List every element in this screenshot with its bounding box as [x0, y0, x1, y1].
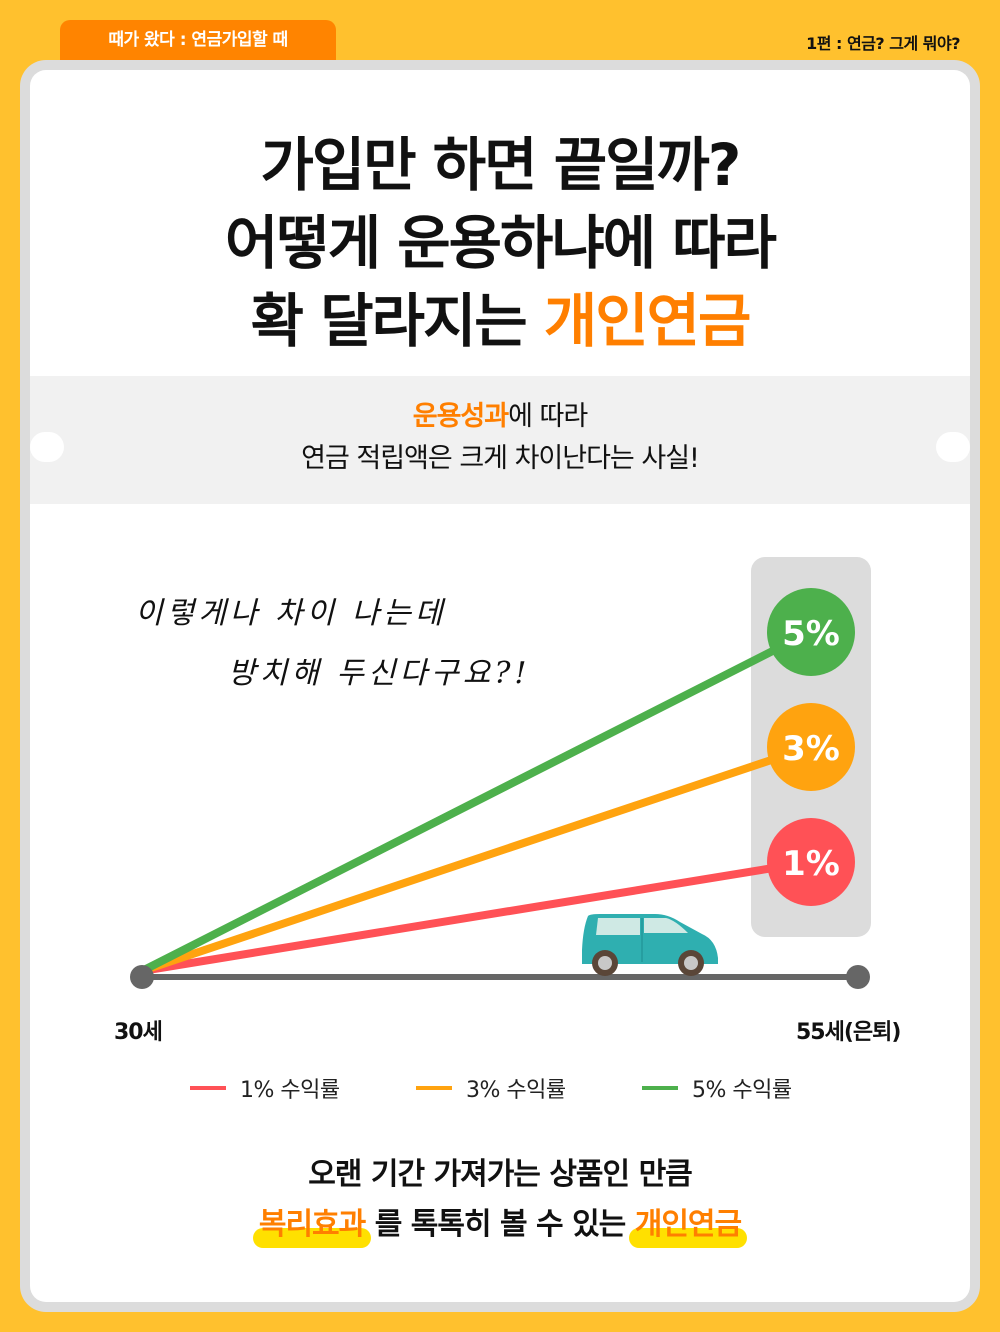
car-icon — [582, 914, 718, 976]
footer-line-2: 복리효과 를 톡톡히 볼 수 있는 개인연금 — [0, 1200, 1000, 1250]
axis-start-label: 30세 — [114, 1020, 163, 1045]
footer-highlight-pension: 개인연금 — [628, 1200, 748, 1250]
subheading-line-1: 운용성과에 따라 — [30, 396, 970, 438]
axis-end-label: 55세(은퇴) — [796, 1020, 901, 1045]
footer-line-1: 오랜 기간 가져가는 상품인 만큼 — [308, 1157, 693, 1192]
legend-label: 1% 수익률 — [240, 1078, 340, 1103]
legend-item-5-percent: 5% 수익률 — [642, 1072, 868, 1104]
svg-text:5%: 5% — [782, 614, 840, 654]
badge-5-percent: 5% — [767, 588, 855, 676]
legend-label: 5% 수익률 — [692, 1078, 792, 1103]
legend-swatch-red — [190, 1086, 226, 1090]
episode-label: 1편 : 연금? 그게 뭐야? — [806, 34, 960, 53]
badge-1-percent: 1% — [767, 818, 855, 906]
headline-line-3: 확 달라지는 개인연금 — [30, 282, 970, 360]
legend-item-3-percent: 3% 수익률 — [416, 1072, 642, 1104]
footer-highlight-compound: 복리효과 — [252, 1200, 372, 1250]
line-3-percent — [140, 743, 812, 975]
headline-highlight: 개인연금 — [543, 287, 751, 355]
svg-text:3%: 3% — [782, 729, 840, 769]
headline-line-1: 가입만 하면 끝일까? — [260, 131, 742, 199]
line-1-percent — [141, 858, 811, 975]
legend-swatch-orange — [416, 1086, 452, 1090]
footer-middle: 를 톡톡히 볼 수 있는 — [365, 1207, 635, 1242]
legend-swatch-green — [642, 1086, 678, 1090]
handwritten-note-line-1: 이렇게나 차이 나는데 — [135, 596, 447, 631]
svg-text:1%: 1% — [782, 844, 840, 884]
chart-legend: 1% 수익률 3% 수익률 5% 수익률 — [190, 1072, 868, 1104]
headline-line-2: 어떻게 운용하냐에 따라 — [225, 209, 777, 277]
axis-start-dot — [130, 965, 154, 989]
badge-3-percent: 3% — [767, 703, 855, 791]
subheading-band: 운용성과에 따라 연금 적립액은 크게 차이난다는 사실! — [30, 376, 970, 504]
axis-end-dot — [846, 965, 870, 989]
series-tab: 때가 왔다 : 연금가입할 때 — [60, 20, 336, 62]
band-notch-right — [936, 432, 970, 462]
footer-message: 오랜 기간 가져가는 상품인 만큼 복리효과 를 톡톡히 볼 수 있는 개인연금 — [0, 1150, 1000, 1250]
subheading-line-1-rest: 에 따라 — [508, 401, 588, 432]
headline-line-3-prefix: 확 달라지는 — [250, 287, 544, 355]
subheading-line-2: 연금 적립액은 크게 차이난다는 사실! — [301, 443, 700, 474]
legend-label: 3% 수익률 — [466, 1078, 566, 1103]
page-title: 가입만 하면 끝일까? 어떻게 운용하냐에 따라 확 달라지는 개인연금 — [30, 126, 970, 360]
band-notch-left — [30, 432, 64, 462]
legend-item-1-percent: 1% 수익률 — [190, 1072, 416, 1104]
subheading-accent: 운용성과 — [412, 401, 509, 432]
handwritten-note-line-2: 방치해 두신다구요?! — [228, 656, 531, 691]
line-5-percent — [140, 628, 812, 975]
